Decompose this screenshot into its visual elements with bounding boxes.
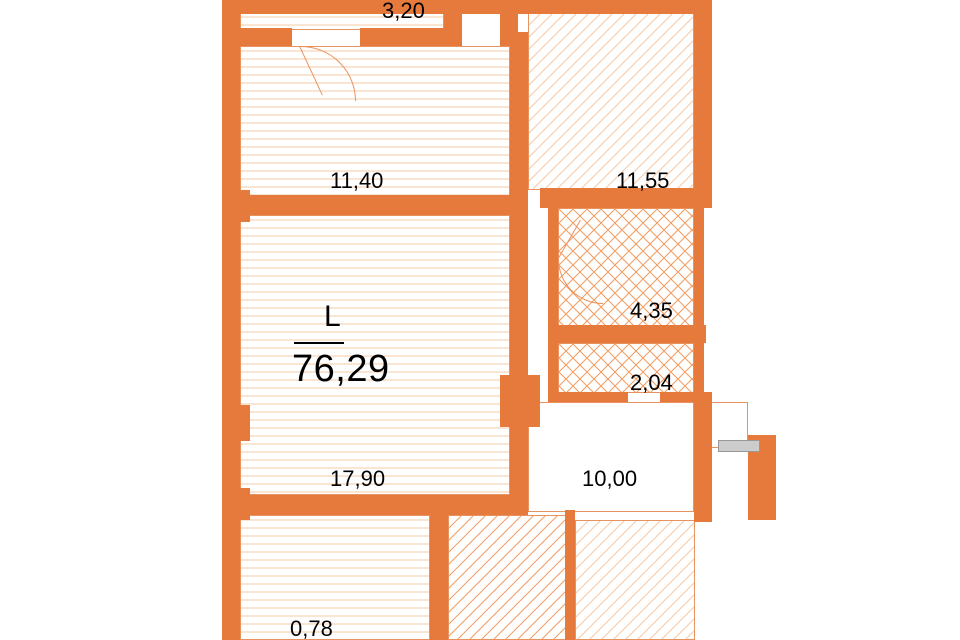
pillar-1 [222, 405, 250, 441]
wall-12 [548, 200, 558, 400]
total-letter: L [324, 300, 341, 334]
room-11-55 [528, 0, 694, 190]
entry-slide [718, 440, 760, 452]
wall-8 [510, 32, 528, 215]
floorplan: 3,20 11,40 11,55 4,35 2,04 17,90 10,00 0,78 L 76,… [0, 0, 960, 640]
wall-9 [510, 195, 528, 505]
lbl-11-55: 11,55 [616, 168, 669, 194]
total-underline [294, 342, 344, 344]
lbl-17-90: 17,90 [330, 466, 385, 492]
wall-18 [222, 495, 528, 515]
total-number: 76,29 [292, 348, 390, 391]
lbl-4-35: 4,35 [630, 298, 673, 324]
wall-22 [222, 0, 228, 640]
wall-20 [565, 510, 575, 640]
wall-19 [430, 495, 448, 640]
lbl-2-04: 2,04 [630, 370, 673, 396]
wall-15 [548, 392, 628, 402]
room-bottom-l [240, 515, 430, 640]
wall-1 [222, 0, 712, 14]
room-bottom-m [448, 515, 566, 640]
room-2-04 [558, 343, 694, 393]
pillar-3 [222, 488, 250, 520]
hall-10-00 [528, 402, 694, 512]
pillar-0 [222, 190, 250, 222]
pillar-2 [500, 375, 540, 427]
wall-6 [694, 0, 712, 190]
lbl-11-40: 11,40 [330, 168, 383, 194]
lbl-3-20: 3,20 [382, 0, 425, 24]
wall-14 [548, 325, 706, 343]
wall-17 [694, 392, 712, 522]
room-bottom-r [575, 520, 695, 640]
wall-13 [694, 200, 704, 400]
lbl-0-78: 0,78 [290, 616, 333, 640]
wall-7 [222, 195, 527, 215]
wall-2 [240, 28, 292, 46]
wall-4 [444, 0, 462, 46]
lbl-10-00: 10,00 [582, 466, 637, 492]
